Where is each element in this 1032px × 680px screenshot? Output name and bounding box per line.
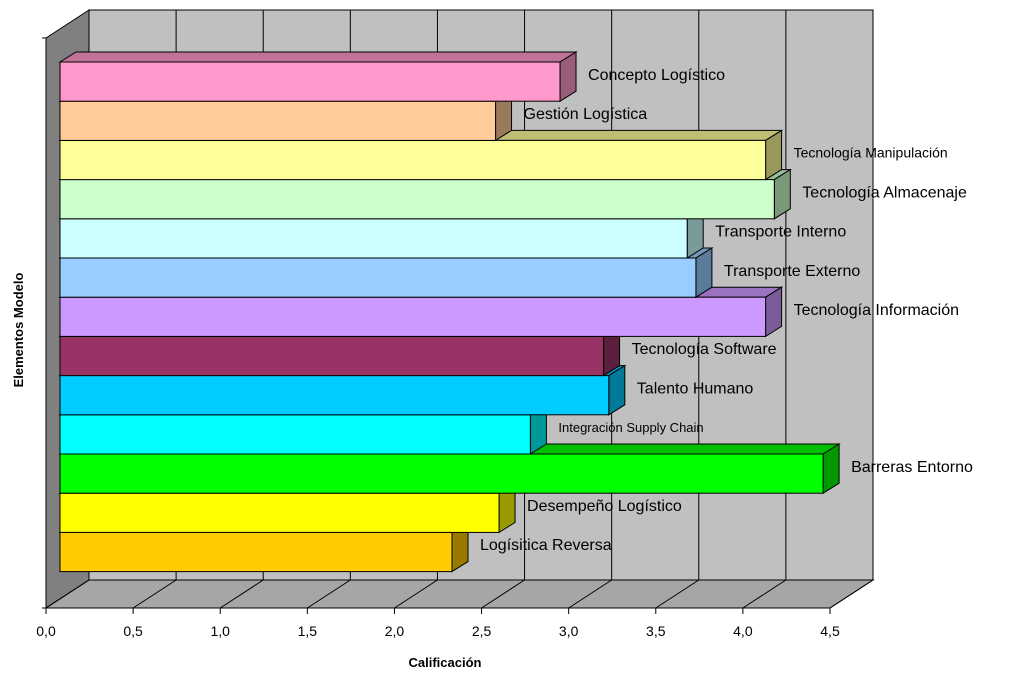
y-axis-title: Elementos Modelo	[11, 273, 26, 388]
bar-front-face	[59, 218, 688, 259]
floor-gridline	[45, 579, 90, 609]
bar-label: Logísitica Reversa	[480, 537, 612, 554]
bar-label: Integración Supply Chain	[558, 420, 703, 435]
floor-gridline	[655, 579, 700, 609]
bar-label: Transporte Interno	[715, 224, 846, 241]
x-tick-label: 1,0	[210, 623, 230, 639]
x-tick-label: 1,5	[298, 623, 318, 639]
bar-label: Transporte Externo	[724, 263, 860, 280]
floor-gridline	[307, 579, 351, 609]
x-tick-label: 2,5	[472, 623, 492, 639]
floor-gridline	[219, 579, 264, 609]
bar-front-face	[59, 492, 500, 533]
floor-gridline	[829, 579, 874, 609]
x-tick-label: 4,5	[820, 623, 840, 639]
bar-label: Tecnología Manipulación	[794, 145, 948, 161]
bar-label: Tecnología Información	[794, 302, 959, 319]
bar-label: Desempeño Logístico	[527, 498, 682, 515]
bar-front-face	[59, 375, 610, 416]
bar-front-face	[59, 61, 561, 102]
bar-front-face	[59, 179, 775, 220]
x-tick-label: 3,5	[646, 623, 666, 639]
floor-gridline	[742, 579, 787, 609]
bar-front-face	[59, 531, 453, 573]
bar-front-face	[59, 453, 824, 494]
x-tick-label: 2,0	[385, 623, 405, 639]
floor-gridline	[568, 579, 612, 609]
bar-label: Gestión Logística	[524, 106, 648, 123]
bar-front-face	[59, 335, 605, 377]
bar-label: Tecnología Almacenaje	[802, 184, 967, 201]
x-tick-label: 4,0	[733, 623, 753, 639]
bar-concepto-logistico	[58, 51, 578, 103]
x-tick-label: 0,0	[36, 623, 56, 639]
x-axis-title: Calificación	[409, 655, 482, 670]
floor-gridline	[132, 579, 177, 609]
floor-gridline	[394, 579, 438, 609]
bar-front-face	[59, 139, 767, 181]
bar-front-face	[59, 257, 697, 298]
bar-label: Barreras Entorno	[851, 459, 973, 476]
bar-label: Concepto Logístico	[588, 67, 725, 84]
bar-front-face	[59, 100, 497, 141]
x-tick-label: 3,0	[559, 623, 579, 639]
bar-front-face	[59, 296, 767, 337]
bar-label: Talento Humano	[637, 380, 754, 397]
bar-front-face	[59, 414, 531, 455]
bar-top-face	[58, 51, 578, 63]
floor-gridline	[481, 579, 525, 609]
x-tick-label: 0,5	[123, 623, 143, 639]
bar-label: Tecnología Software	[632, 341, 777, 358]
